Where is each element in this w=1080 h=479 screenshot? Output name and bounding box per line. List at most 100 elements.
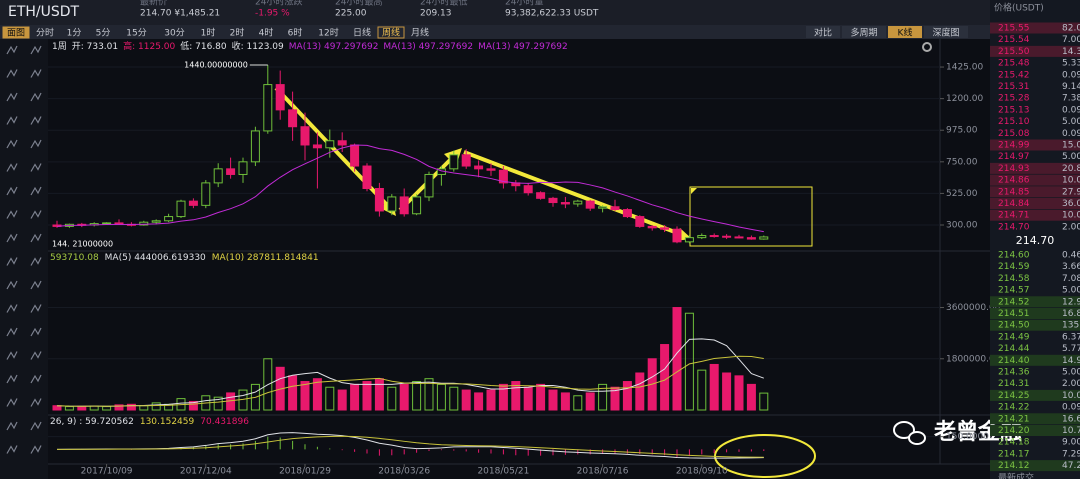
x-tick-label: 2018/05/21 — [477, 467, 529, 477]
toolbar-button[interactable]: 1分 — [67, 28, 82, 39]
depth-bg — [990, 425, 1080, 436]
button-label[interactable]: 30分 — [164, 28, 184, 39]
volume-bar — [461, 389, 471, 411]
tool-icon[interactable] — [6, 374, 18, 384]
volume-bar — [511, 381, 521, 411]
volume-bar — [387, 386, 397, 411]
tool-icon[interactable] — [6, 280, 18, 290]
tool-icon[interactable] — [30, 421, 42, 431]
low-24h: 209.13 — [420, 9, 452, 19]
toolbar-button[interactable]: 面图 — [2, 26, 30, 39]
header-label: 24小时量 — [505, 0, 543, 8]
button-label[interactable]: 1分 — [67, 28, 82, 39]
tool-icon[interactable] — [30, 445, 42, 454]
button-label[interactable]: 月线 — [411, 27, 429, 39]
button-label[interactable]: 4时 — [259, 27, 274, 39]
toolbar-button[interactable]: 2时 — [230, 27, 245, 39]
toolbar-button[interactable]: 对比 — [806, 26, 840, 39]
button-label[interactable]: 面图 — [7, 28, 25, 39]
depth-bg — [990, 209, 1080, 221]
tool-icon[interactable] — [6, 186, 18, 196]
button-bg[interactable] — [842, 26, 886, 38]
button-label[interactable]: 对比 — [814, 27, 832, 39]
tool-icon[interactable] — [6, 304, 18, 313]
candle-body — [722, 235, 732, 238]
toolbar-button[interactable]: 5分 — [96, 28, 111, 39]
button-label[interactable]: 多周期 — [850, 27, 877, 39]
button-label[interactable]: 日线 — [353, 27, 371, 39]
toolbar-button[interactable]: 分时 — [36, 27, 54, 39]
toolbar-button[interactable]: 4时 — [259, 27, 274, 39]
button-bg[interactable] — [924, 26, 968, 38]
tool-icon[interactable] — [6, 163, 18, 172]
toolbar-button[interactable]: 月线 — [411, 27, 429, 39]
tool-icon[interactable] — [30, 351, 42, 360]
tool-icon[interactable] — [30, 374, 42, 384]
toolbar-button[interactable]: 深度图 — [924, 26, 968, 39]
toolbar-button[interactable]: 1时 — [201, 27, 216, 39]
book-price: 214.12 — [998, 461, 1030, 471]
tool-icon[interactable] — [30, 69, 42, 78]
volume-bar — [399, 383, 409, 411]
gear[interactable] — [922, 42, 932, 52]
depth-bg — [990, 174, 1080, 186]
button-bg[interactable] — [377, 26, 405, 39]
tool-icon[interactable] — [30, 233, 42, 243]
tool-icon[interactable] — [6, 69, 18, 78]
button-label[interactable]: 1时 — [201, 27, 216, 39]
button-label[interactable]: 5分 — [96, 28, 111, 39]
candle-body — [337, 140, 347, 146]
tool-icon[interactable] — [30, 327, 42, 337]
button-bg[interactable] — [806, 26, 840, 38]
tool-icon[interactable] — [6, 45, 18, 55]
toolbar-button[interactable]: 6时 — [288, 27, 303, 39]
tool-icon[interactable] — [30, 398, 42, 407]
toolbar-button[interactable]: K线 — [888, 26, 922, 39]
button-label[interactable]: 分时 — [36, 27, 54, 39]
button-label[interactable]: 6时 — [288, 27, 303, 39]
tool-icon[interactable] — [30, 210, 42, 219]
button-label[interactable]: 15分 — [126, 28, 146, 39]
toolbar-button[interactable]: 15分 — [126, 28, 146, 39]
tool-icon[interactable] — [30, 186, 42, 196]
book-price: 214.60 — [998, 251, 1030, 261]
toolbar-button[interactable]: 日线 — [353, 27, 371, 39]
tool-icon[interactable] — [6, 116, 18, 125]
button-label[interactable]: 12时 — [318, 27, 338, 39]
tool-icon[interactable] — [6, 92, 18, 102]
candle-body — [684, 237, 694, 243]
button-bg[interactable] — [888, 26, 922, 38]
tool-icon[interactable] — [6, 257, 18, 266]
ohlc-info: 1周 开: 733.01 高: 1125.00 低: 716.80 收: 1123.09… — [52, 40, 568, 52]
tool-icon[interactable] — [6, 327, 18, 337]
button-label[interactable]: K线 — [898, 27, 913, 39]
tool-icon[interactable] — [30, 45, 42, 55]
tool-icon[interactable] — [30, 280, 42, 290]
tool-icon[interactable] — [6, 398, 18, 407]
toolbar-button[interactable]: 30分 — [164, 28, 184, 39]
tool-icon[interactable] — [6, 233, 18, 243]
toolbar-button[interactable]: 12时 — [318, 27, 338, 39]
button-label[interactable]: 2时 — [230, 27, 245, 39]
tool-icon[interactable] — [6, 351, 18, 360]
tool-icon[interactable] — [6, 421, 18, 431]
button-bg[interactable] — [2, 26, 30, 39]
tool-icon[interactable] — [30, 139, 42, 149]
book-price: 215.54 — [998, 35, 1030, 45]
tool-icon[interactable] — [30, 304, 42, 313]
tool-icon[interactable] — [30, 257, 42, 266]
toolbar-button[interactable]: 多周期 — [842, 26, 886, 39]
tool-icon[interactable] — [30, 163, 42, 172]
button-label[interactable]: 周线 — [382, 27, 400, 39]
tool-icon[interactable] — [30, 92, 42, 102]
button-label[interactable]: 深度图 — [932, 27, 959, 39]
bubble — [908, 431, 926, 445]
info-item: 70.431896 — [200, 417, 249, 427]
toolbar-button[interactable]: 周线 — [377, 26, 405, 39]
tool-icon[interactable] — [6, 445, 18, 454]
tool-icon[interactable] — [30, 116, 42, 125]
gear-icon[interactable] — [922, 42, 932, 52]
tool-icon[interactable] — [6, 210, 18, 219]
book-amount: 10.00 — [1062, 391, 1080, 401]
tool-icon[interactable] — [6, 139, 18, 149]
